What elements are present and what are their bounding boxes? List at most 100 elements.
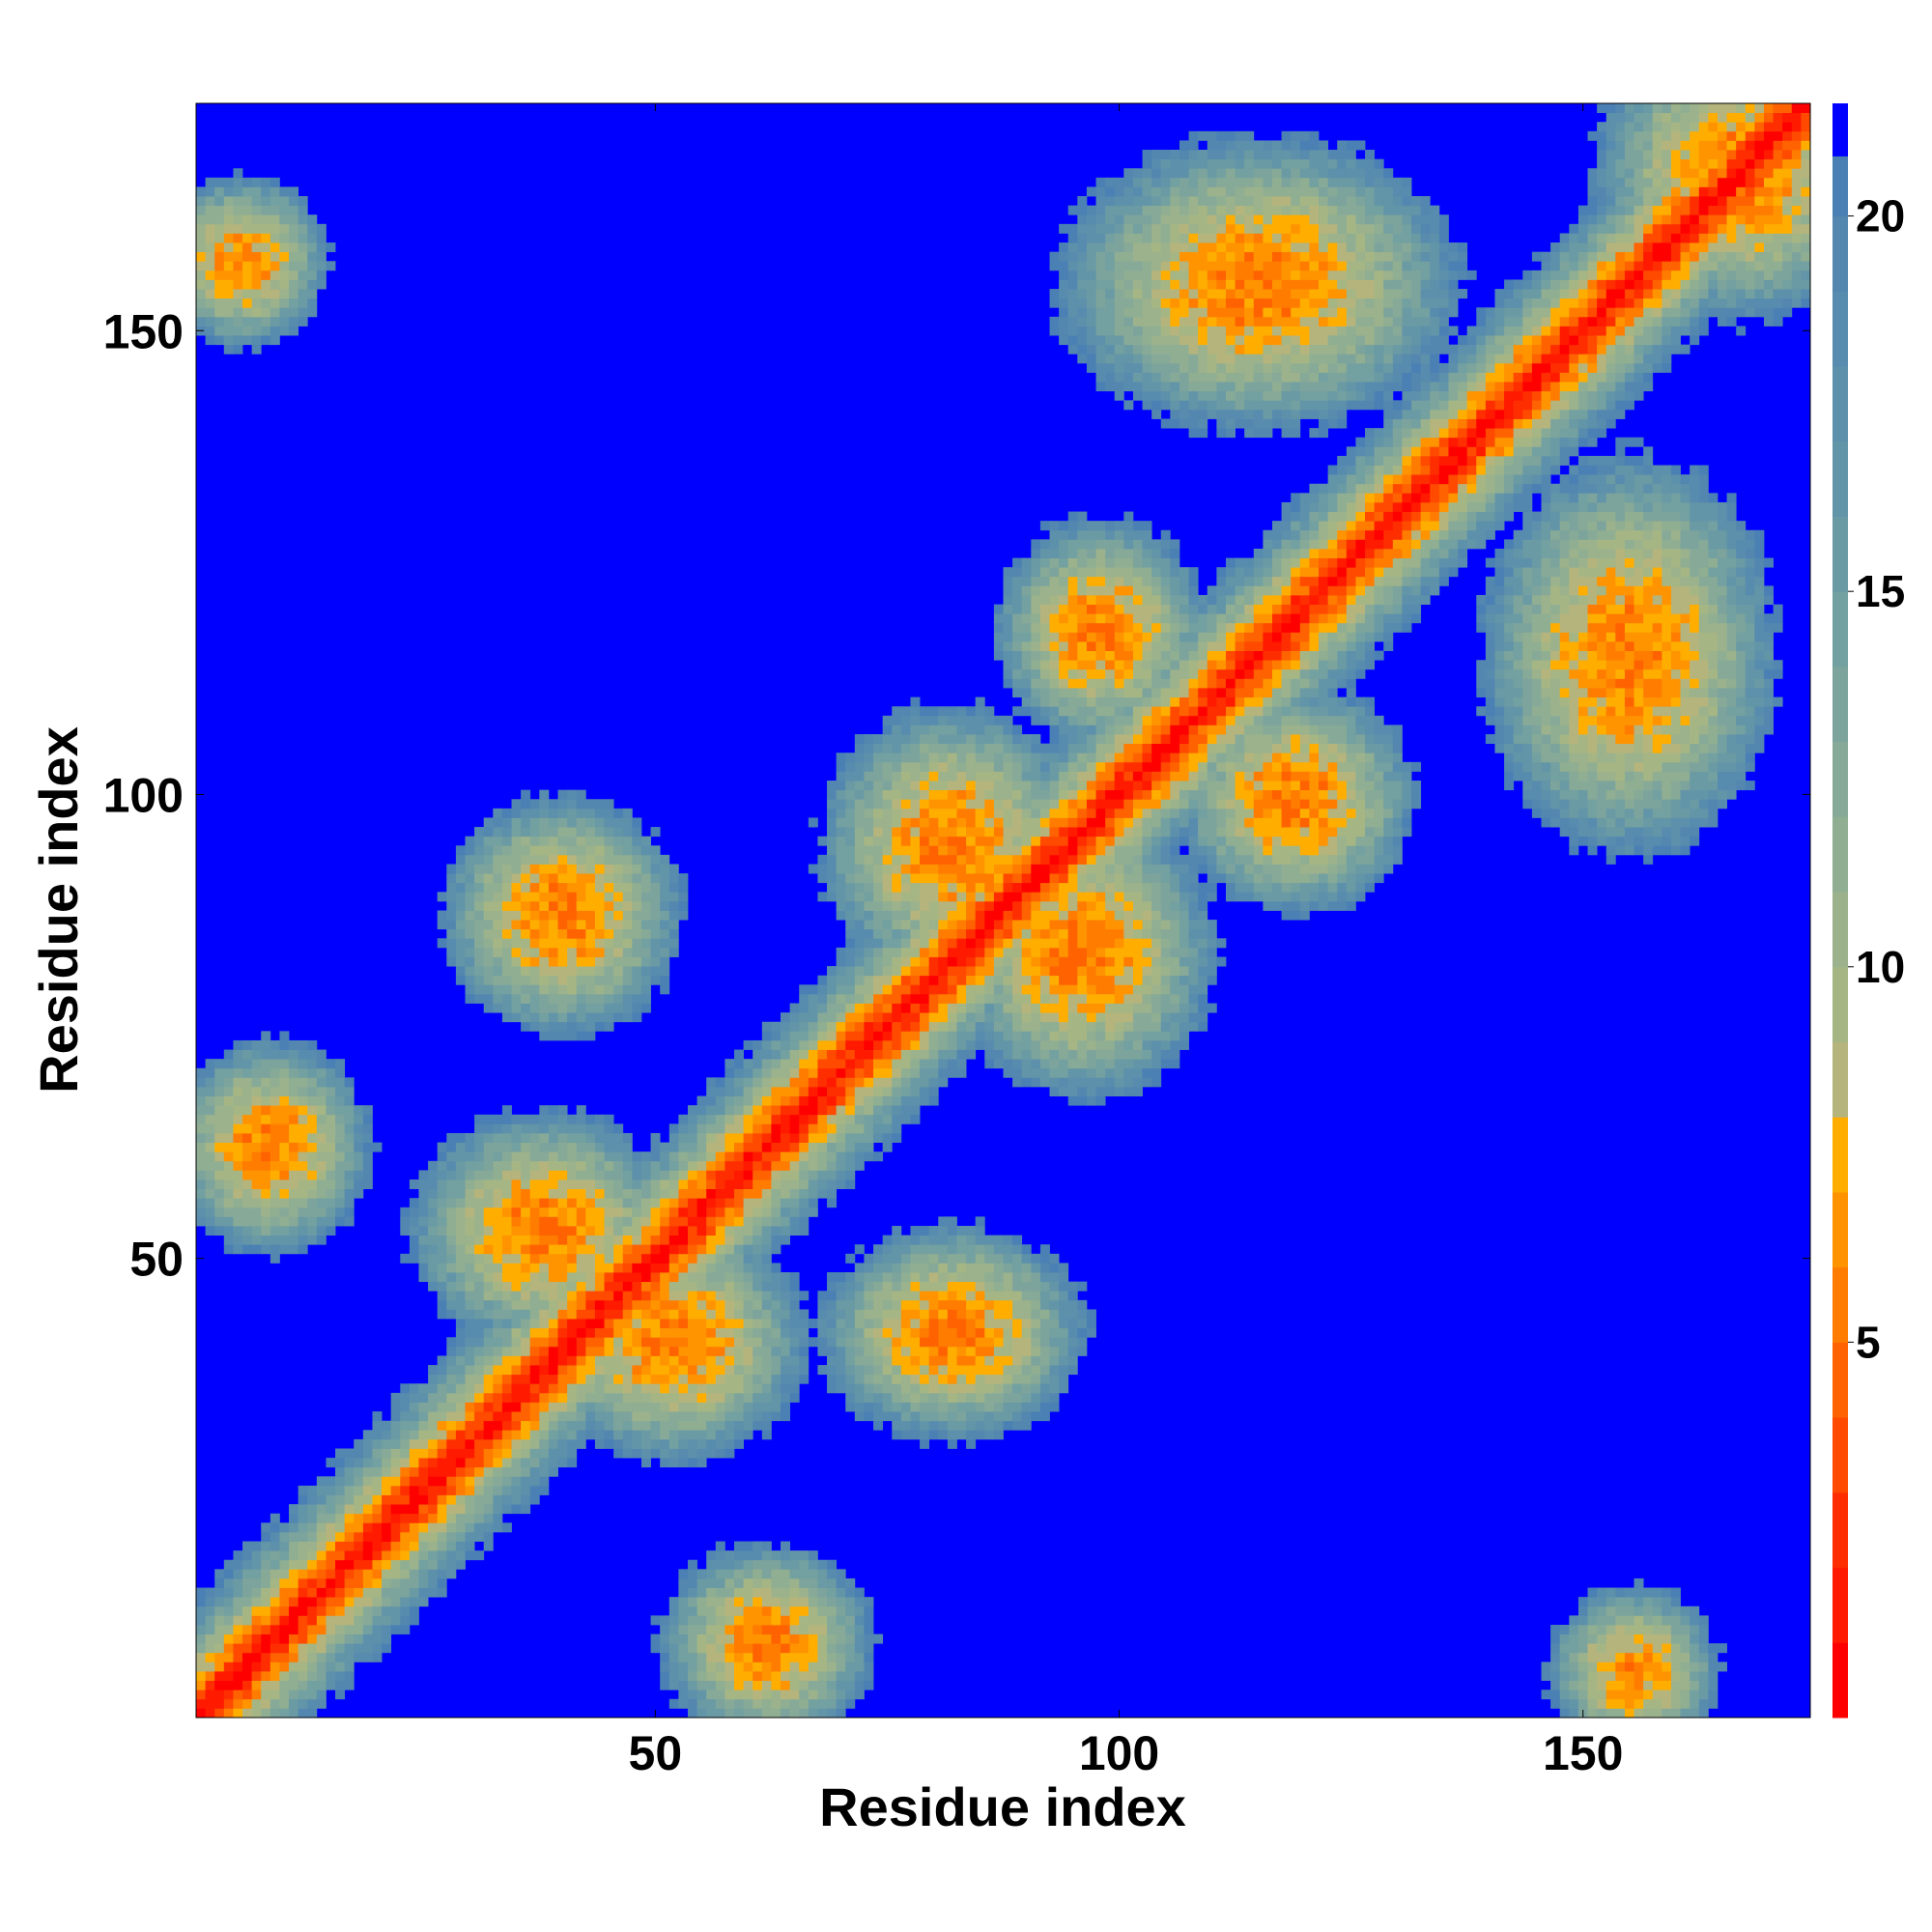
heatmap-cell <box>382 1597 392 1607</box>
heatmap-cell <box>567 1031 578 1041</box>
heatmap-cell <box>270 289 280 299</box>
heatmap-cell <box>613 1402 624 1412</box>
heatmap-cell <box>734 1374 744 1384</box>
heatmap-cell <box>557 1420 568 1431</box>
heatmap-cell <box>928 1291 939 1301</box>
heatmap-cell <box>529 864 540 874</box>
heatmap-cell <box>975 966 985 977</box>
heatmap-cell <box>938 771 949 781</box>
heatmap-cell <box>687 1458 697 1468</box>
heatmap-cell <box>668 1597 679 1607</box>
heatmap-cell <box>529 900 540 911</box>
heatmap-cell <box>900 854 911 865</box>
heatmap-cell <box>660 900 670 911</box>
heatmap-cell <box>307 1485 318 1495</box>
heatmap-cell <box>761 1615 772 1626</box>
heatmap-cell <box>892 900 902 911</box>
heatmap-cell <box>455 1263 466 1273</box>
heatmap-cell <box>640 1198 651 1208</box>
heatmap-cell <box>539 920 550 930</box>
heatmap-cell <box>938 1235 949 1245</box>
heatmap-cell <box>372 1559 383 1570</box>
heatmap-cell <box>938 1077 949 1088</box>
heatmap-cell <box>521 882 531 893</box>
heatmap-cell <box>270 233 280 243</box>
heatmap-cell <box>437 1466 447 1477</box>
heatmap-cell <box>900 900 911 911</box>
heatmap-cell <box>984 1003 995 1013</box>
heatmap-cell <box>706 1179 717 1189</box>
heatmap-cell <box>753 1597 763 1607</box>
heatmap-cell <box>261 316 271 327</box>
heatmap-cell <box>557 1402 568 1412</box>
heatmap-cell <box>539 1272 550 1283</box>
heatmap-cell <box>326 1226 336 1236</box>
heatmap-cell <box>613 1281 624 1292</box>
heatmap-cell <box>539 1003 550 1013</box>
heatmap-cell <box>687 1634 697 1644</box>
heatmap-cell <box>827 975 838 985</box>
heatmap-cell <box>298 1226 308 1236</box>
heatmap-cell <box>446 1411 457 1422</box>
heatmap-cell <box>205 1188 215 1199</box>
heatmap-cell <box>298 1643 308 1654</box>
heatmap-cell <box>827 1708 838 1719</box>
heatmap-cell <box>845 1634 856 1644</box>
heatmap-cell <box>465 1411 475 1422</box>
heatmap-cell <box>372 1485 383 1495</box>
heatmap-cell <box>418 1253 429 1264</box>
heatmap-cell <box>808 1067 818 1078</box>
heatmap-cell <box>298 1188 308 1199</box>
heatmap-cell <box>289 279 299 290</box>
heatmap-cell <box>233 233 243 243</box>
heatmap-cell <box>335 1643 346 1654</box>
heatmap-cell <box>298 1216 308 1227</box>
heatmap-cell <box>882 966 893 977</box>
heatmap-cell <box>501 873 512 884</box>
heatmap-cell <box>771 1708 781 1719</box>
heatmap-cell <box>781 1299 791 1310</box>
heatmap-cell <box>920 1253 930 1264</box>
heatmap-cell <box>289 1198 299 1208</box>
heatmap-cell <box>289 1531 299 1542</box>
heatmap-cell <box>632 1420 642 1431</box>
heatmap-cell <box>493 1272 503 1283</box>
heatmap-cell <box>298 1049 308 1060</box>
heatmap-cell <box>660 1634 670 1644</box>
heatmap-cell <box>233 270 243 280</box>
heatmap-cell <box>678 1355 689 1366</box>
heatmap-cell <box>455 900 466 911</box>
heatmap-cell <box>261 1698 271 1709</box>
heatmap-cell <box>511 938 522 949</box>
heatmap-cell <box>678 1188 689 1199</box>
heatmap-cell <box>817 1151 828 1162</box>
heatmap-cell <box>428 1272 439 1283</box>
heatmap-cell <box>251 1670 262 1681</box>
heatmap-cell <box>650 1235 661 1245</box>
heatmap-cell <box>622 1438 633 1449</box>
heatmap-cell <box>928 873 939 884</box>
heatmap-cell <box>678 1652 689 1662</box>
heatmap-cell <box>900 1059 911 1069</box>
heatmap-cell <box>966 910 977 921</box>
heatmap-cell <box>640 892 651 902</box>
heatmap-cell <box>289 289 299 299</box>
heatmap-cell <box>223 196 234 207</box>
heatmap-cell <box>465 900 475 911</box>
heatmap-cell <box>956 1392 967 1403</box>
heatmap-cell <box>854 984 865 995</box>
heatmap-cell <box>827 789 838 800</box>
heatmap-cell <box>771 1067 781 1078</box>
heatmap-cell <box>529 910 540 921</box>
heatmap-cell <box>622 984 633 995</box>
heatmap-cell <box>307 1522 318 1533</box>
heatmap-cell <box>251 261 262 271</box>
heatmap-cell <box>956 836 967 846</box>
heatmap-cell <box>362 1132 373 1143</box>
heatmap-cell <box>529 920 540 930</box>
heatmap-cell <box>446 1374 457 1384</box>
heatmap-cell <box>668 947 679 957</box>
heatmap-cell <box>501 1466 512 1477</box>
heatmap-cell <box>214 279 225 290</box>
heatmap-cell <box>956 1383 967 1394</box>
